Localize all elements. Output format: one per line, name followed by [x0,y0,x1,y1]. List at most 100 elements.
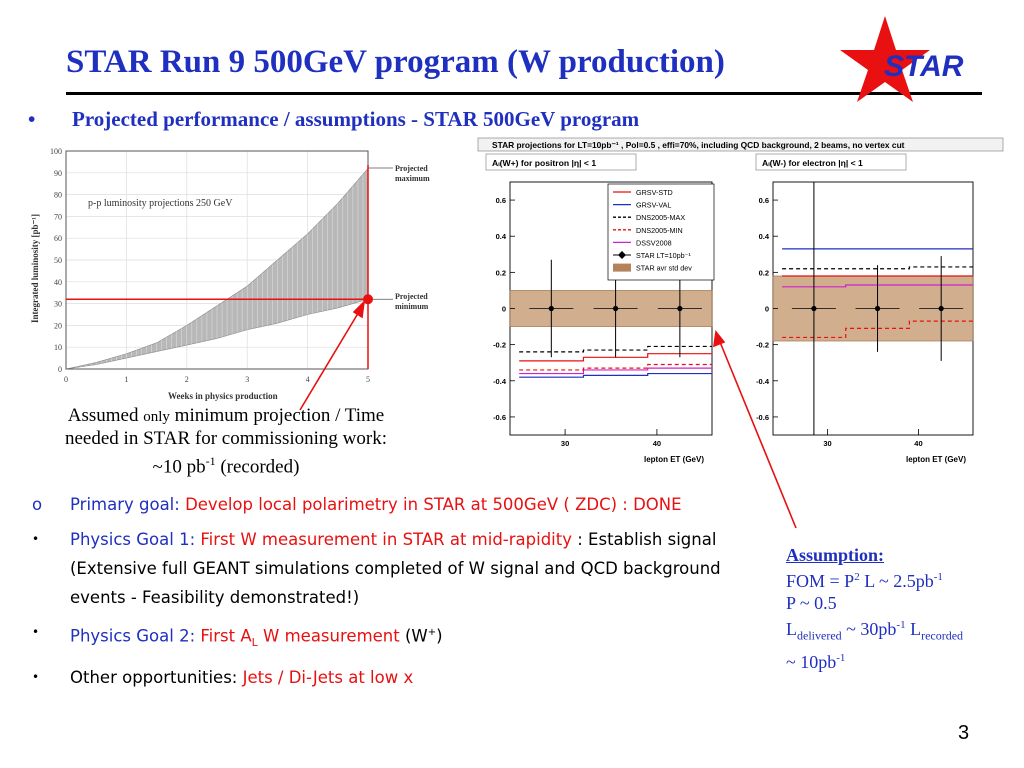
annot-max-2: maximum [395,174,430,183]
subtitle-text: Projected performance / assumptions - ST… [72,107,640,131]
lumi-value: ~ 30pb [841,619,897,639]
left-theory-curve [519,363,712,371]
left-ytick-label: -0.2 [493,341,506,350]
lumi-ytick-label: 20 [54,321,62,330]
asym-header-box [477,137,1004,152]
lumi-xlabel: Weeks in physics production [168,391,278,401]
goal-other: • Other opportunities: Jets / Di-Jets at… [28,663,748,692]
lumi-delivered: delivered [797,628,842,643]
right-data-point [938,305,944,312]
lumi-ytick-label: 70 [54,212,62,221]
right-theory-curve [782,284,973,288]
right-xtick-label: 40 [914,439,922,448]
fom-sup: 2 [854,571,860,583]
luminosity-plot: 0 10 20 30 40 50 60 70 80 90 100 0 1 2 3 4 5 p-p lumino… [28,143,448,410]
right-label-box [755,153,907,171]
legend-swatch [613,263,631,272]
lumi-ytick-label: 60 [54,234,62,243]
goal-other-text: Jets / Di-Jets at low x [242,667,414,687]
goal-2-highlight-a: First A [200,626,252,646]
caption-l1a: Assumed [67,405,144,426]
goal-primary: o Primary goal: Develop local polarimetr… [28,490,748,519]
lumi-xtick-label: 3 [245,375,249,384]
left-ytick-label: 0.4 [496,232,507,241]
left-data-point [677,305,683,312]
goal-1-label: Physics Goal 1: [70,530,201,549]
caption-l3b: (recorded) [215,456,300,478]
legend-label: DNS2005-MAX [636,213,685,222]
legend-label: STAR avr std dev [636,264,692,273]
assumption-heading: Assumption: [786,545,885,565]
goal-physics-2: • Physics Goal 2: First AL W measurement… [28,618,748,657]
goal-physics-1: • Physics Goal 1: First W measurement in… [28,525,748,612]
lumi-ytick-label: 0 [58,365,62,374]
left-ytick-label: 0 [502,305,506,314]
right-ytick-label: 0.4 [759,232,770,241]
fom-sup2: -1 [933,571,943,583]
subtitle-bullet: • [28,107,36,131]
goal-2-text-a: (W [399,626,428,646]
lumi-xtick-label: 0 [64,375,68,384]
fom-a: FOM = P [786,571,855,591]
recorded-sup: -1 [836,651,846,664]
slide-title: STAR Run 9 500GeV program (W production) [66,44,725,80]
left-xtick-label: 40 [653,439,661,448]
lumi-ytick-label: 80 [54,191,62,200]
bullet-marker: • [32,532,40,546]
legend-label: GRSV-VAL [636,201,671,210]
left-label-box [485,153,637,171]
lumi-ytick-label: 100 [50,147,62,156]
annot-min-1: Projected [395,292,428,301]
goals-list: o Primary goal: Develop local polarimetr… [28,490,748,698]
annot-max-1: Projected [395,164,428,173]
goal-2-label: Physics Goal 2: [70,626,201,646]
goal-primary-label: Primary goal: [70,495,186,514]
right-ytick-label: 0.6 [759,196,769,205]
right-theory-curve [782,266,973,270]
goal-2-highlight-b: W measurement [257,626,400,646]
lumi-l2: L [905,619,922,639]
left-ytick-label: -0.6 [493,413,506,422]
lumi-ytick-label: 90 [54,169,62,178]
lumi-sup: -1 [896,619,906,631]
left-theory-curve [519,367,712,375]
right-theory-curve [782,320,973,339]
assumption-block: Assumption: FOM = P2 L ~ 2.5pb-1 P ~ 0.5… [786,544,1022,673]
left-xtick-label: 30 [561,439,569,448]
right-panel-label: Aₗ(W-) for electron |η| < 1 [762,158,863,168]
right-xtick-label: 30 [823,439,831,448]
minimum-marker [363,294,373,305]
subtitle: • Projected performance / assumptions - S… [28,107,639,132]
left-data-point [612,305,619,312]
page-number: 3 [958,722,970,744]
bullet-marker: • [32,625,40,639]
lumi-ytick-label: 50 [54,256,62,265]
goal-2-text-b: ) [436,626,443,646]
right-data-point [811,305,817,312]
caption-l3a: ~10 pb [152,456,206,478]
annot-min-2: minimum [395,302,429,311]
logo-text: STAR [884,50,964,83]
polarization: P ~ 0.5 [786,593,837,613]
lumi-xtick-label: 1 [124,375,128,384]
goal-primary-text: Develop local polarimetry in STAR at 500… [185,495,682,514]
asym-header: STAR projections for LT=10pb⁻¹ , Pol=0.5… [492,140,905,150]
left-theory-curve [519,353,712,362]
caption-l1c: minimum projection / Time [169,405,385,426]
lumi-ytick-label: 40 [54,278,62,287]
right-ytick-label: -0.4 [756,377,770,386]
goal-other-label: Other opportunities: [70,667,243,687]
right-ytick-label: -0.6 [756,413,769,422]
left-theory-curve [519,372,712,378]
right-ytick-label: 0.2 [759,268,769,277]
lumi-l: L [786,619,797,639]
asym-right-xlabel: lepton ET (GeV) [906,455,966,464]
left-ytick-label: 0.6 [496,196,506,205]
lumi-ytick-label: 30 [54,300,62,309]
goal-2-sub: L [251,635,258,649]
left-data-point [548,305,554,312]
legend-label: GRSV-STD [636,188,673,197]
left-ytick-label: 0.2 [496,268,506,277]
asymmetry-plots: STAR projections for LT=10pb⁻¹ , Pol=0.5… [476,137,1006,472]
bullet-marker: • [32,669,40,684]
